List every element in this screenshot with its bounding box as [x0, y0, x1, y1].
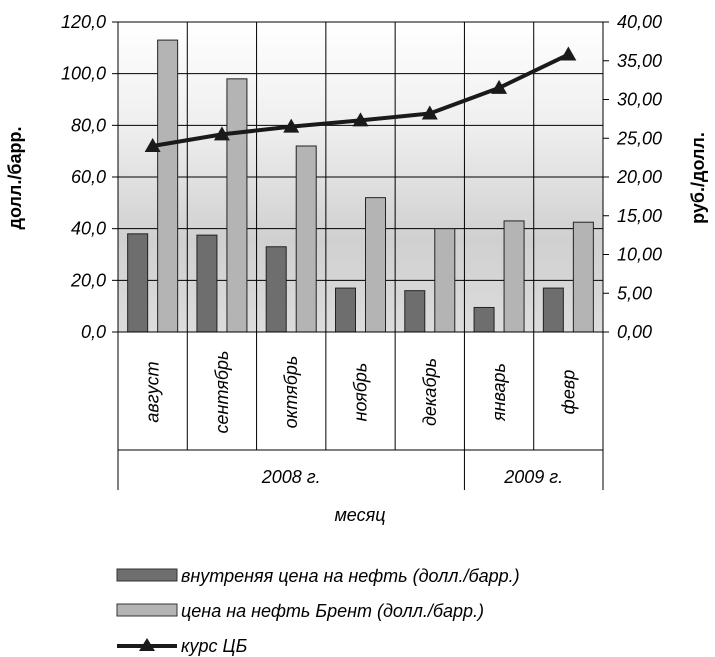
bar-domestic: [335, 287, 356, 333]
rate-point: [560, 46, 577, 61]
legend-label-rate: курс ЦБ: [181, 636, 248, 656]
category-label: ноябрь: [351, 363, 371, 422]
category-label: февр: [558, 370, 578, 415]
bar-brent: [503, 220, 525, 333]
y-tick-label-right: 15,00: [617, 206, 662, 226]
y-tick-label-right: 10,00: [617, 245, 662, 265]
y-tick-label-left: 0,0: [81, 322, 106, 342]
rate-point: [144, 138, 161, 152]
y-tick-label-left: 60,0: [71, 167, 106, 187]
rate-point: [491, 79, 508, 94]
y-tick-label-right: 25,00: [616, 128, 662, 148]
bar-domestic: [404, 290, 426, 333]
bar-brent: [226, 78, 248, 333]
category-label: август: [143, 361, 163, 422]
x-axis-label: месяц: [334, 505, 385, 525]
legend-swatch-domestic: [116, 568, 178, 582]
axes: 0,0 20,0 40,0 60,0 80,0 100,0 120,0 0,00 5,00 10,…: [61, 12, 662, 490]
y-tick-label-right: 30,00: [617, 90, 662, 110]
legend-marker-rate: [139, 638, 155, 651]
y-tick-label-right: 5,00: [617, 283, 652, 303]
y-tick-label-left: 100,0: [61, 64, 106, 84]
rate-point: [283, 118, 300, 133]
y-tick-label-right: 20,00: [616, 167, 662, 187]
bar-brent: [572, 221, 594, 333]
bar-brent: [434, 228, 456, 333]
rate-point: [213, 126, 230, 141]
bar-domestic: [196, 234, 218, 333]
bar-brent: [295, 145, 317, 333]
y-axis-left-label: долл./барр.: [5, 127, 25, 230]
year-group-label: 2008 г.: [261, 467, 321, 487]
legend-label-brent: цена на нефть Брент (долл./барр.): [181, 601, 484, 621]
legend-swatch-brent: [116, 603, 178, 617]
y-tick-label-right: 35,00: [617, 51, 662, 71]
rate-point: [421, 105, 438, 120]
category-label: октябрь: [281, 356, 301, 429]
rate-line: [144, 46, 577, 152]
bar-domestic: [473, 306, 495, 333]
year-group-label: 2009 г.: [503, 467, 563, 487]
bar-brent: [365, 197, 386, 333]
y-tick-label-right: 40,00: [617, 12, 662, 32]
y-axis-right-label: руб./долл.: [688, 132, 708, 224]
legend-label-domestic: внутреняя цена на нефть (долл./барр.): [181, 566, 520, 586]
legend: внутреняя цена на нефть (долл./барр.) це…: [116, 566, 520, 656]
bars: [127, 39, 594, 333]
category-label: декабрь: [420, 358, 440, 426]
category-label: сентябрь: [212, 351, 232, 434]
y-tick-label-left: 120,0: [61, 12, 106, 32]
y-tick-label-left: 40,0: [71, 219, 106, 239]
y-tick-label-left: 80,0: [71, 115, 106, 135]
bar-brent: [157, 39, 179, 333]
category-label: январь: [489, 363, 509, 422]
y-tick-label-left: 20,0: [70, 270, 106, 290]
rate-point: [352, 112, 369, 127]
bar-domestic: [127, 233, 149, 333]
bar-domestic: [265, 246, 287, 333]
bar-domestic: [542, 287, 564, 333]
y-tick-label-right: 0,00: [617, 322, 652, 342]
